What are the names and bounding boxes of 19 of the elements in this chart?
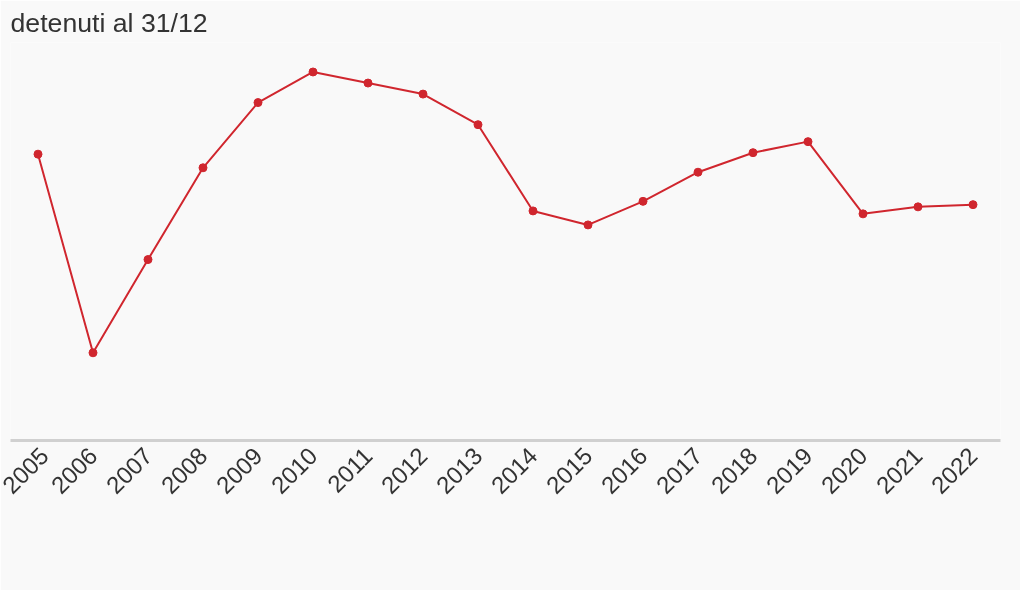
point <box>88 348 98 358</box>
point <box>968 200 978 210</box>
point <box>198 163 208 173</box>
point <box>803 137 813 147</box>
point <box>693 167 703 177</box>
point <box>33 149 43 159</box>
point <box>638 196 648 206</box>
point <box>858 209 868 219</box>
point <box>418 89 428 99</box>
point <box>473 120 483 130</box>
point <box>363 78 373 88</box>
point <box>913 202 923 212</box>
chart-title: detenuti al 31/12 <box>10 7 208 38</box>
point <box>583 220 593 230</box>
point <box>253 98 263 108</box>
point <box>748 148 758 158</box>
point <box>143 255 153 265</box>
point <box>528 206 538 216</box>
point <box>308 67 318 77</box>
